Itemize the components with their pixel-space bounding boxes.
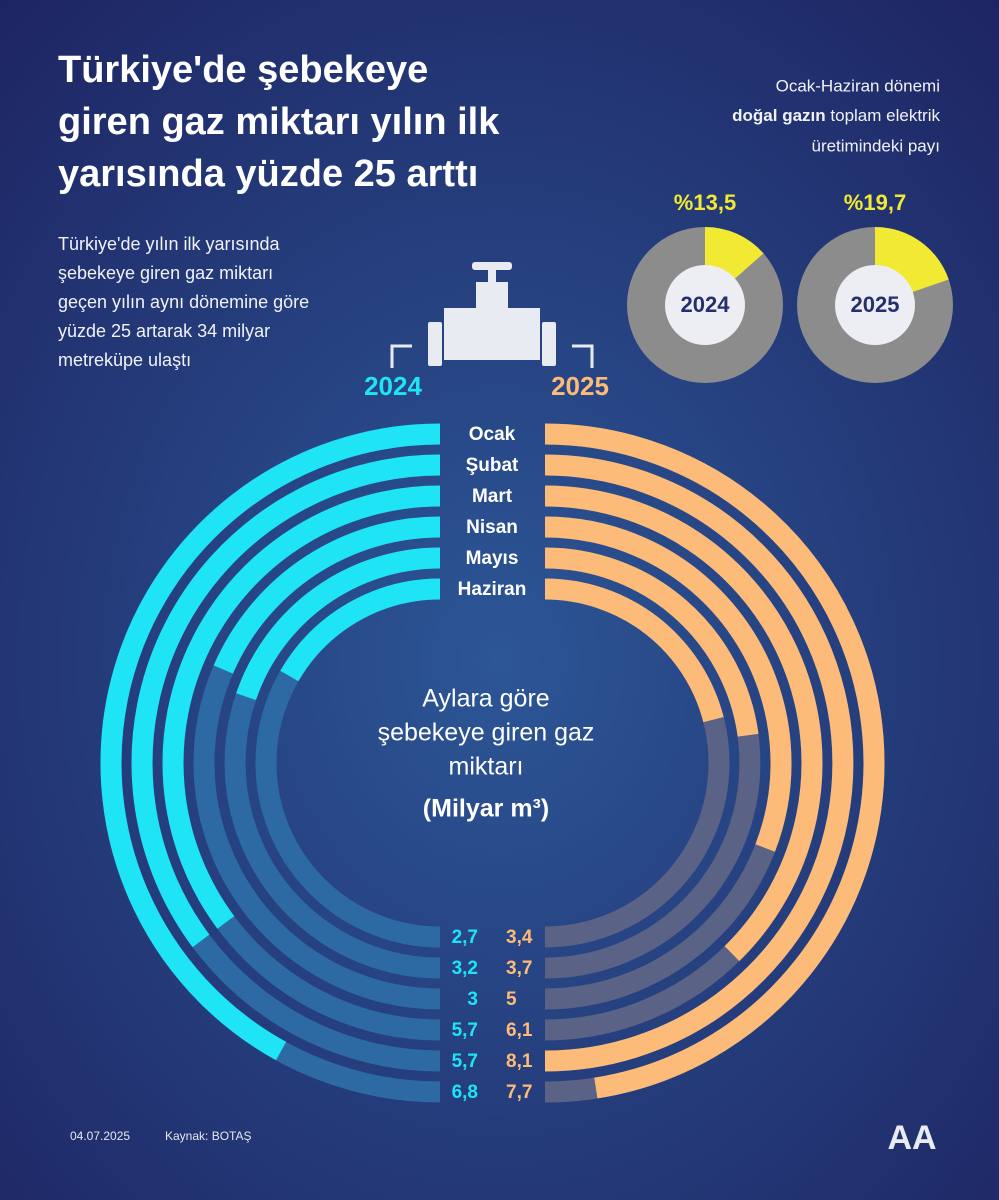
chart-title: miktarı — [449, 753, 524, 781]
ring-bar — [544, 423, 885, 1099]
pie-heading: doğal gazın toplam elektrik — [732, 106, 940, 125]
value-label: 2,7 — [452, 927, 478, 948]
value-label: 7,7 — [506, 1082, 532, 1103]
value-label: 5 — [506, 989, 517, 1010]
ring-bar — [544, 578, 724, 723]
pipe-icon — [428, 262, 556, 366]
ring-bar — [544, 485, 823, 962]
value-label: 3 — [467, 989, 478, 1010]
pie-heading: Ocak-Haziran dönemi — [776, 76, 940, 95]
ring-bar — [544, 547, 759, 737]
ring-bar — [162, 485, 441, 929]
ring-bar — [544, 454, 854, 1072]
description: şebekeye giren gaz miktarı — [58, 263, 273, 283]
chart-title: Aylara göre — [422, 685, 549, 713]
value-label: 3,7 — [506, 958, 532, 979]
month-label: Mayıs — [466, 548, 519, 569]
title: Türkiye'de şebekeye — [58, 49, 428, 91]
value-label: 5,7 — [452, 1020, 478, 1041]
logo: AA — [887, 1119, 936, 1157]
series-name: 2025 — [551, 371, 609, 401]
source: Kaynak: BOTAŞ — [165, 1129, 251, 1143]
pie-hole — [835, 265, 915, 345]
value-label: 5,7 — [452, 1051, 478, 1072]
pie-heading: üretimindeki payı — [811, 136, 940, 155]
title: giren gaz miktarı yılın ilk — [58, 101, 500, 143]
ring-bar — [236, 547, 441, 701]
ring-bar — [213, 516, 441, 674]
value-label: 6,1 — [506, 1020, 533, 1041]
pie-title: 2024 — [681, 292, 731, 317]
value-label: 6,8 — [452, 1082, 478, 1103]
pie-value-label: %13,5 — [674, 190, 736, 215]
month-label: Nisan — [466, 517, 518, 538]
ring-bar — [544, 516, 792, 852]
description: Türkiye'de yılın ilk yarısında — [58, 234, 281, 254]
month-label: Mart — [472, 486, 513, 507]
ring-bar — [100, 423, 441, 1061]
description: yüzde 25 artarak 34 milyar — [58, 321, 270, 341]
month-label: Ocak — [469, 424, 516, 445]
value-label: 3,4 — [506, 927, 533, 948]
chart-unit: (Milyar m³) — [423, 795, 549, 823]
value-label: 8,1 — [506, 1051, 533, 1072]
description: geçen yılın aynı dönemine göre — [58, 292, 309, 312]
month-label: Şubat — [466, 455, 519, 476]
pie-heading-bold: doğal gazın — [732, 106, 826, 125]
pie-heading-rest: toplam elektrik — [830, 106, 940, 125]
ring-bar — [280, 578, 441, 682]
value-label: 3,2 — [452, 958, 478, 979]
title: yarısında yüzde 25 arttı — [58, 153, 478, 195]
pie-title: 2025 — [851, 292, 900, 317]
pie-hole — [665, 265, 745, 345]
pie-value-label: %19,7 — [844, 190, 906, 215]
date: 04.07.2025 — [70, 1129, 130, 1143]
brackets — [390, 344, 594, 368]
month-label: Haziran — [458, 579, 527, 600]
ring-bar — [131, 454, 441, 948]
chart-title: şebekeye giren gaz — [378, 719, 595, 747]
description: metreküpe ulaştı — [58, 350, 191, 370]
series-name: 2024 — [364, 371, 422, 401]
